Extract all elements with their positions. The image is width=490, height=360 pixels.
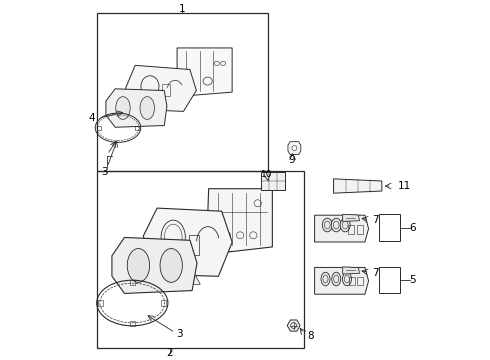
Bar <box>130 280 135 285</box>
Polygon shape <box>315 267 368 294</box>
Bar <box>357 277 363 285</box>
Ellipse shape <box>322 218 332 232</box>
Bar <box>162 84 170 96</box>
Polygon shape <box>343 214 360 221</box>
Bar <box>349 277 355 285</box>
Text: 9: 9 <box>288 155 295 165</box>
Polygon shape <box>177 48 232 96</box>
Text: 3: 3 <box>176 329 183 339</box>
Text: 7: 7 <box>372 267 379 278</box>
Bar <box>97 13 268 171</box>
Text: 10: 10 <box>262 170 273 179</box>
Ellipse shape <box>127 248 149 282</box>
Polygon shape <box>106 89 167 127</box>
Polygon shape <box>190 274 200 284</box>
Bar <box>130 320 135 325</box>
Polygon shape <box>175 274 186 284</box>
Text: 1: 1 <box>179 4 186 14</box>
Text: 6: 6 <box>410 223 416 233</box>
Ellipse shape <box>140 96 154 120</box>
Polygon shape <box>206 189 272 255</box>
Ellipse shape <box>332 272 341 286</box>
Bar <box>189 235 199 255</box>
Bar <box>379 266 400 293</box>
Ellipse shape <box>331 218 341 232</box>
Bar <box>379 214 400 241</box>
Polygon shape <box>144 208 232 276</box>
Ellipse shape <box>343 272 351 286</box>
Polygon shape <box>288 141 301 154</box>
Text: 7: 7 <box>372 215 379 225</box>
Polygon shape <box>343 267 360 274</box>
Text: 4: 4 <box>89 113 96 123</box>
Polygon shape <box>334 179 382 193</box>
Text: 2: 2 <box>167 348 173 358</box>
Ellipse shape <box>116 96 130 120</box>
Bar <box>261 172 285 190</box>
Bar <box>348 225 354 234</box>
Text: 3: 3 <box>101 167 108 177</box>
Bar <box>135 126 139 130</box>
Text: 8: 8 <box>307 331 314 341</box>
Polygon shape <box>112 238 197 293</box>
Bar <box>97 171 304 348</box>
Text: 5: 5 <box>410 275 416 285</box>
Ellipse shape <box>321 272 330 286</box>
Bar <box>161 300 166 306</box>
Text: 11: 11 <box>398 181 411 191</box>
Polygon shape <box>287 320 300 331</box>
Bar <box>98 300 103 306</box>
Polygon shape <box>315 215 368 242</box>
Bar <box>97 126 100 130</box>
Bar <box>357 225 363 234</box>
Ellipse shape <box>340 218 350 232</box>
Ellipse shape <box>160 248 182 282</box>
Polygon shape <box>125 65 196 111</box>
